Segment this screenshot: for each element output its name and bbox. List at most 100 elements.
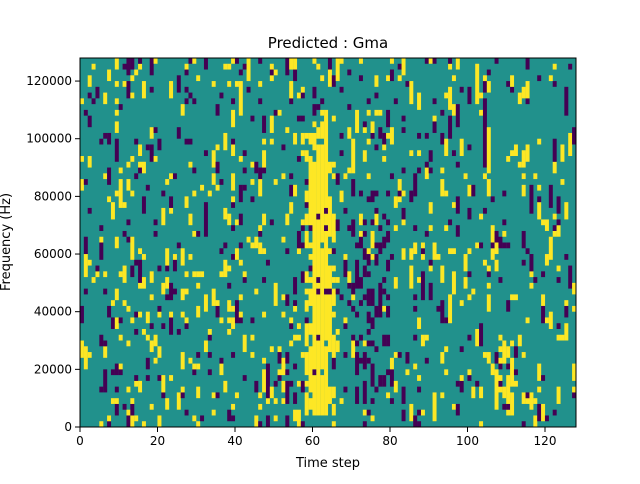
heatmap-cell xyxy=(347,271,352,283)
heatmap-cell xyxy=(327,161,332,174)
heatmap-cell xyxy=(506,156,511,162)
heatmap-cell xyxy=(529,282,534,289)
heatmap-cell xyxy=(486,352,491,364)
heatmap-cell xyxy=(533,277,538,283)
heatmap-cell xyxy=(362,127,367,133)
heatmap-cell xyxy=(250,161,255,168)
heatmap-cell xyxy=(506,242,511,249)
heatmap-cell xyxy=(424,230,429,237)
heatmap-cell xyxy=(87,259,92,266)
heatmap-cell xyxy=(296,323,301,329)
heatmap-cell xyxy=(386,369,391,376)
heatmap-cell xyxy=(324,230,329,289)
heatmap-cell xyxy=(250,196,255,203)
heatmap-cell xyxy=(265,415,270,427)
heatmap-cell xyxy=(134,380,139,387)
heatmap-cell xyxy=(444,369,449,376)
heatmap-cell xyxy=(114,288,119,301)
heatmap-cell xyxy=(455,58,460,70)
heatmap-cell xyxy=(502,219,507,226)
heatmap-cell xyxy=(188,138,193,145)
heatmap-cell xyxy=(95,265,100,272)
heatmap-cell xyxy=(215,305,220,318)
heatmap-cell xyxy=(316,219,321,278)
heatmap-cell xyxy=(293,277,298,295)
heatmap-cell xyxy=(482,173,487,180)
heatmap-cell xyxy=(327,248,332,255)
heatmap-cell xyxy=(537,184,542,191)
heatmap-cell xyxy=(432,392,437,422)
heatmap-cell xyxy=(486,81,491,93)
heatmap-cell xyxy=(525,81,530,99)
heatmap-cell xyxy=(393,277,398,289)
heatmap-cell xyxy=(165,277,170,289)
heatmap-cell xyxy=(130,317,135,324)
heatmap-cell xyxy=(479,109,484,116)
heatmap-cell xyxy=(149,340,154,353)
heatmap-cell xyxy=(219,363,224,376)
heatmap-cell xyxy=(180,104,185,116)
heatmap-cell xyxy=(99,334,104,347)
heatmap-cell xyxy=(347,282,352,289)
heatmap-cell xyxy=(192,98,197,105)
heatmap-cell xyxy=(149,127,154,139)
heatmap-cell xyxy=(285,369,290,376)
heatmap-cell xyxy=(153,230,158,237)
heatmap-cell xyxy=(180,386,185,393)
heatmap-cell xyxy=(479,421,484,427)
heatmap-cell xyxy=(389,357,394,370)
heatmap-cell xyxy=(227,282,232,289)
heatmap-cell xyxy=(467,334,472,341)
heatmap-cell xyxy=(126,415,131,427)
heatmap-cell xyxy=(568,132,573,157)
heatmap-cell xyxy=(331,75,336,87)
heatmap-cell xyxy=(502,340,507,364)
heatmap-cell xyxy=(87,207,92,214)
heatmap-cell xyxy=(126,236,131,243)
heatmap-cell xyxy=(157,138,162,151)
heatmap-cell xyxy=(366,271,371,278)
heatmap-cell xyxy=(277,369,282,376)
heatmap-cell xyxy=(413,294,418,301)
heatmap-cell xyxy=(366,328,371,335)
heatmap-cell xyxy=(335,328,340,335)
heatmap-cell xyxy=(188,254,193,260)
heatmap-cell xyxy=(552,225,557,231)
heatmap-cell xyxy=(355,311,360,318)
heatmap-cell xyxy=(479,386,484,399)
heatmap-cell xyxy=(467,144,472,151)
heatmap-cell xyxy=(552,81,557,87)
heatmap-cell xyxy=(308,132,313,145)
heatmap-cell xyxy=(231,352,236,358)
heatmap-cell xyxy=(304,323,309,347)
heatmap-cell xyxy=(149,86,154,93)
heatmap-cell xyxy=(513,346,518,358)
heatmap-cell xyxy=(223,132,228,151)
heatmap-cell xyxy=(262,150,267,168)
heatmap-cell xyxy=(471,386,476,399)
heatmap-cell xyxy=(145,357,150,370)
heatmap-cell xyxy=(300,271,305,283)
heatmap-cell xyxy=(552,161,557,174)
heatmap-cell xyxy=(184,409,189,416)
heatmap-cell xyxy=(192,271,197,278)
x-tick-label: 100 xyxy=(456,434,479,448)
heatmap-cell xyxy=(130,403,135,416)
heatmap-cell xyxy=(246,236,251,243)
heatmap-cell xyxy=(513,294,518,301)
heatmap-cell xyxy=(331,386,336,399)
heatmap-cell xyxy=(417,421,422,427)
heatmap-cell xyxy=(420,409,425,416)
heatmap-cell xyxy=(227,265,232,272)
heatmap-cell xyxy=(103,340,108,347)
heatmap-cell xyxy=(231,225,236,231)
heatmap-cell xyxy=(324,346,329,416)
heatmap-cell xyxy=(169,317,174,335)
heatmap-cell xyxy=(289,317,294,324)
y-axis: 0 20000 40000 60000 80000 100000 120000 xyxy=(26,74,80,434)
heatmap-cell xyxy=(79,340,84,358)
heatmap-cell xyxy=(304,230,309,249)
heatmap-cell xyxy=(409,403,414,422)
heatmap-cell xyxy=(537,202,542,220)
heatmap-cell xyxy=(409,150,414,157)
